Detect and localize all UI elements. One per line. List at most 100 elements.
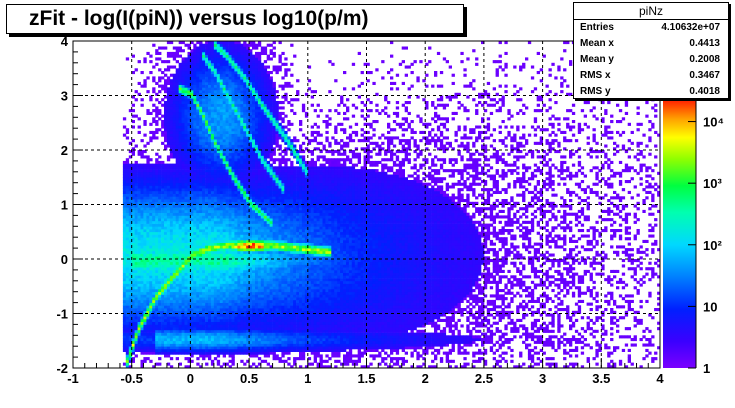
- heatmap-cell: [205, 313, 209, 317]
- heatmap-cell: [172, 106, 177, 110]
- heatmap-cell: [255, 297, 259, 301]
- heatmap-cell: [155, 324, 159, 328]
- heatmap-cell: [210, 190, 215, 194]
- heatmap-cell: [249, 92, 253, 96]
- heatmap-cell: [187, 79, 191, 83]
- heatmap-cell: [166, 229, 171, 233]
- heatmap-cell: [213, 98, 218, 102]
- heatmap-cell: [240, 299, 244, 303]
- heatmap-cell: [205, 130, 209, 134]
- heatmap-cell: [225, 275, 229, 279]
- heatmap-cell: [187, 283, 191, 287]
- heatmap-cell: [169, 169, 174, 173]
- heatmap-cell: [213, 261, 218, 265]
- heatmap-cell: [166, 305, 171, 309]
- heatmap-cell: [237, 139, 241, 143]
- heatmap-cell: [234, 49, 238, 53]
- heatmap-cell: [184, 346, 188, 350]
- heatmap-cell: [193, 150, 197, 154]
- heatmap-cell: [246, 289, 250, 293]
- heatmap-cell: [257, 120, 262, 124]
- heatmap-cell: [246, 46, 250, 50]
- heatmap-cell: [155, 237, 159, 241]
- heatmap-cell: [146, 229, 150, 233]
- heatmap-cell: [184, 220, 188, 224]
- heatmap-cell: [222, 218, 226, 222]
- heatmap-cell: [216, 310, 221, 314]
- heatmap-cell: [122, 316, 127, 320]
- heatmap-cell: [237, 106, 241, 110]
- heatmap-cell: [222, 242, 226, 246]
- heatmap-cell: [208, 160, 212, 164]
- heatmap-cell: [246, 275, 250, 279]
- heatmap-cell: [131, 201, 135, 205]
- heatmap-cell: [175, 278, 179, 282]
- heatmap-cell: [178, 305, 182, 309]
- heatmap-cell: [149, 299, 153, 303]
- heatmap-cell: [152, 109, 156, 113]
- heatmap-cell: [237, 111, 241, 115]
- heatmap-cell: [143, 226, 147, 230]
- heatmap-cell: [257, 62, 262, 66]
- heatmap-cell: [231, 348, 235, 352]
- heatmap-cell: [231, 41, 235, 45]
- heatmap-cell: [219, 90, 224, 94]
- heatmap-cell: [231, 357, 235, 361]
- heatmap-cell: [137, 218, 141, 222]
- heatmap-cell: [231, 92, 235, 96]
- heatmap-cell: [193, 313, 197, 317]
- heatmap-cell: [199, 109, 203, 113]
- heatmap-cell: [219, 185, 224, 189]
- heatmap-cell: [193, 65, 197, 69]
- heatmap-cell: [255, 253, 259, 257]
- heatmap-cell: [246, 51, 250, 55]
- heatmap-cell: [184, 57, 188, 61]
- heatmap-cell: [252, 117, 256, 121]
- heatmap-cell: [143, 185, 147, 189]
- heatmap-cell: [231, 177, 235, 181]
- heatmap-cell: [228, 327, 232, 331]
- heatmap-cell: [255, 351, 259, 355]
- heatmap-cell: [199, 188, 203, 192]
- heatmap-cell: [175, 308, 179, 312]
- heatmap-cell: [246, 60, 250, 64]
- heatmap-cell: [181, 324, 185, 328]
- heatmap-cell: [228, 101, 232, 105]
- heatmap-cell: [164, 117, 168, 121]
- heatmap-cell: [184, 310, 188, 314]
- heatmap-cell: [243, 125, 247, 129]
- heatmap-cell: [216, 237, 221, 241]
- heatmap-cell: [243, 231, 247, 235]
- heatmap-cell: [202, 103, 206, 107]
- heatmap-cell: [249, 139, 253, 143]
- heatmap-cell: [252, 207, 256, 211]
- heatmap-cell: [161, 264, 165, 268]
- heatmap-cell: [187, 299, 191, 303]
- heatmap-cell: [252, 188, 256, 192]
- heatmap-cell: [175, 71, 179, 75]
- heatmap-cell: [246, 158, 250, 162]
- heatmap-cell: [237, 218, 241, 222]
- heatmap-cell: [131, 242, 135, 246]
- heatmap-cell: [184, 291, 188, 295]
- heatmap-cell: [243, 234, 247, 238]
- heatmap-cell: [143, 248, 147, 252]
- heatmap-cell: [234, 234, 238, 238]
- heatmap-cell: [237, 158, 241, 162]
- heatmap-cell: [161, 60, 165, 64]
- heatmap-cell: [216, 335, 221, 339]
- heatmap-cell: [193, 242, 197, 246]
- heatmap-cell: [128, 163, 133, 167]
- heatmap-cell: [216, 122, 221, 126]
- heatmap-cell: [205, 250, 209, 254]
- heatmap-cell: [213, 114, 218, 118]
- heatmap-cell: [131, 199, 135, 203]
- heatmap-cell: [169, 199, 174, 203]
- heatmap-cell: [228, 141, 232, 145]
- heatmap-cell: [237, 310, 241, 314]
- heatmap-cell: [172, 283, 177, 287]
- heatmap-cell: [140, 338, 144, 342]
- heatmap-cell: [125, 234, 130, 238]
- heatmap-cell: [172, 147, 177, 151]
- heatmap-cell: [249, 269, 253, 273]
